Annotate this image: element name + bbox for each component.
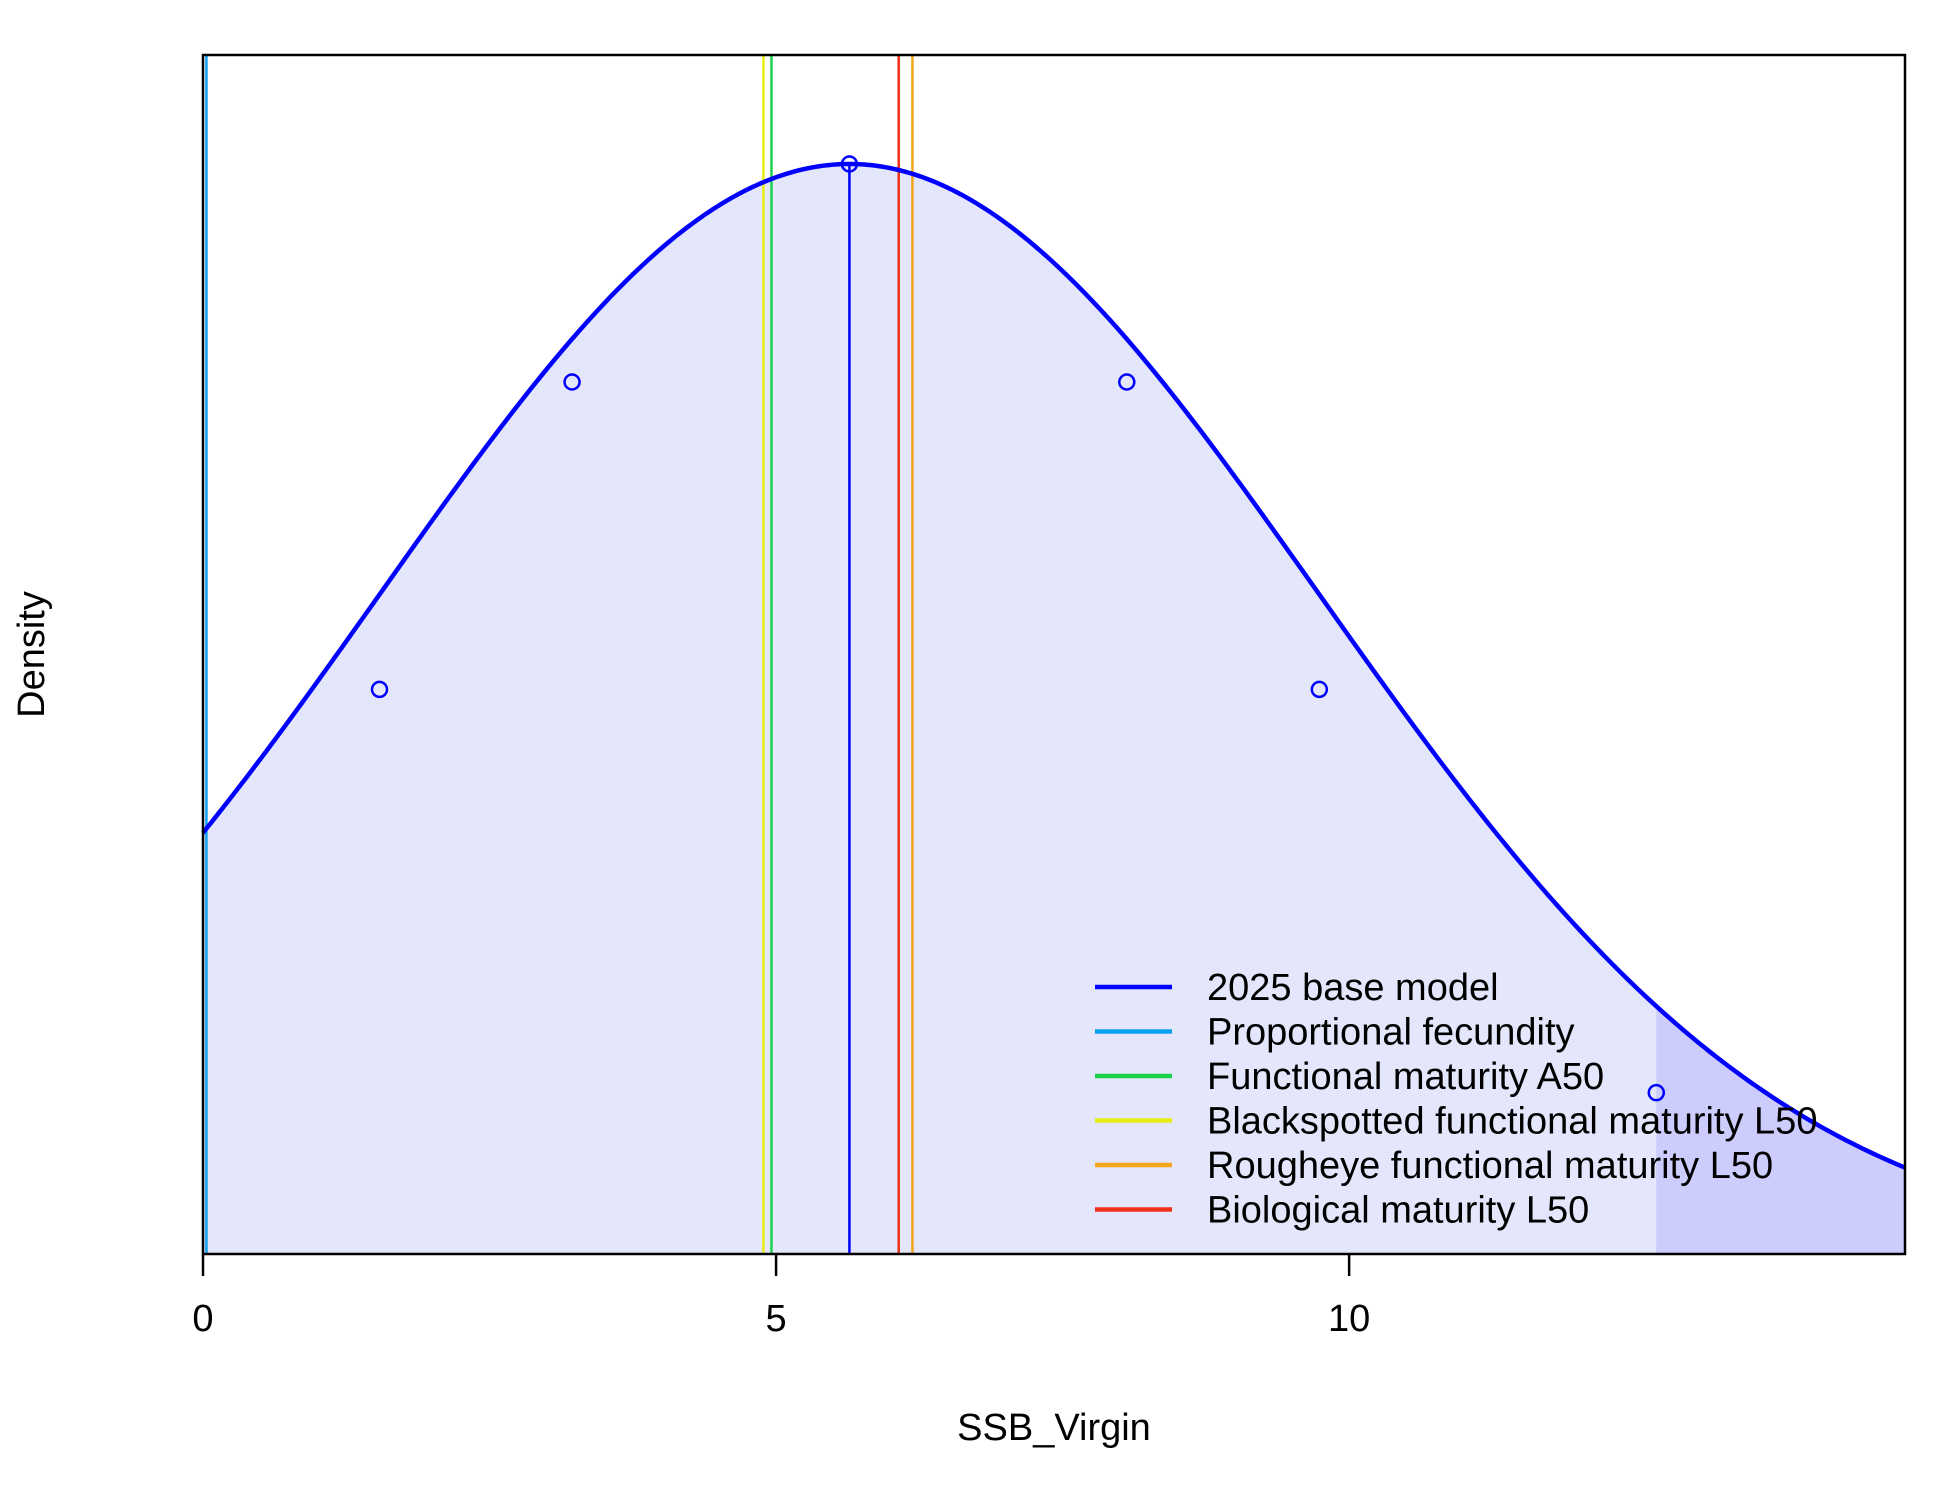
quantile-point-6 (1647, 1083, 1666, 1102)
x-tick-label-1: 0 (192, 1298, 213, 1340)
quantile-point-3 (840, 155, 859, 173)
x-tick-label-3: 10 (1328, 1298, 1370, 1340)
quantile-point-2 (563, 373, 581, 391)
x-axis-label: SSB_Virgin (957, 1407, 1151, 1449)
x-axis: 0 5 10 (192, 1254, 1370, 1340)
plot-frame (201, 53, 1907, 1256)
density-area (203, 164, 1905, 1254)
plot-area (201, 55, 1906, 1254)
legend-label-3: Functional maturity A50 (1207, 1056, 1604, 1098)
y-axis-label: Density (11, 591, 53, 718)
legend-label-5: Rougheye functional maturity L50 (1207, 1145, 1773, 1187)
quantile-point-5 (1310, 680, 1329, 699)
legend-label-2: Proportional fecundity (1207, 1012, 1575, 1054)
legend-label-6: Biological maturity L50 (1207, 1190, 1589, 1232)
legend-label-4: Blackspotted functional maturity L50 (1207, 1101, 1817, 1143)
legend-label-1: 2025 base model (1207, 967, 1499, 1009)
quantile-point-4 (1118, 373, 1136, 391)
quantile-point-1 (370, 680, 389, 699)
upper-tail-area (1656, 1006, 1905, 1254)
density-curve (201, 161, 1906, 1170)
x-tick-label-2: 5 (765, 1298, 786, 1340)
